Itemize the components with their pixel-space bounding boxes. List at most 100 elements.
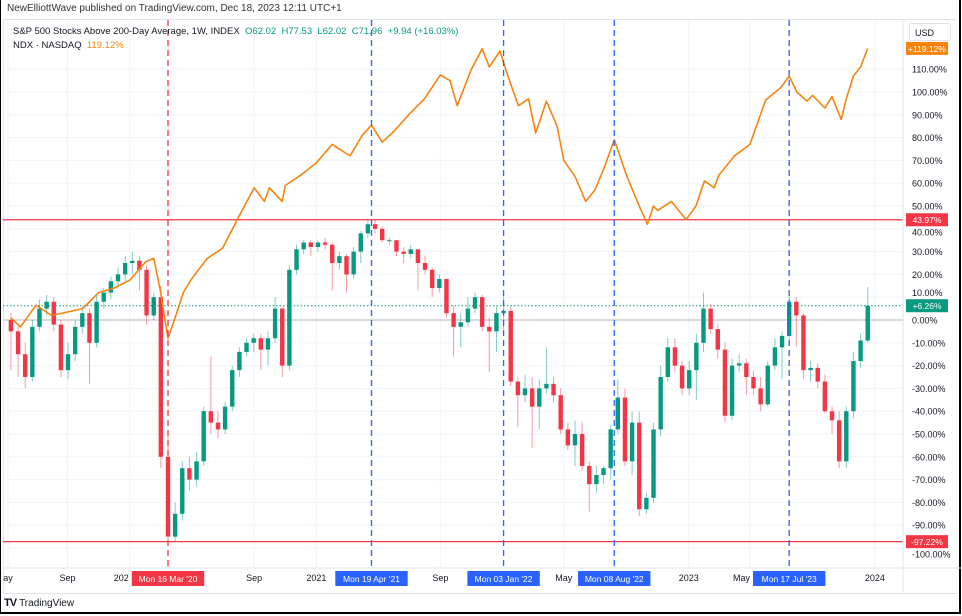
grid	[3, 20, 903, 568]
compare-series-legend[interactable]: NDX · NASDAQ 119.12%	[13, 40, 124, 51]
candle-body	[244, 342, 249, 352]
candle	[172, 502, 178, 542]
candle-body	[101, 292, 106, 302]
candle-body	[230, 370, 235, 407]
candle	[808, 361, 813, 382]
candle	[244, 338, 249, 357]
y-tick-label: 110.00%	[912, 65, 947, 75]
candle-body	[137, 260, 142, 270]
candle-body	[215, 422, 221, 430]
candle	[72, 320, 78, 362]
tradingview-logo[interactable]: TV TradingView	[4, 597, 74, 609]
candle-body	[737, 363, 742, 366]
legend-change: +9.94 (+16.03%)	[387, 26, 459, 37]
candle	[458, 313, 463, 348]
date-marker-label-bg	[578, 571, 651, 586]
candle	[87, 308, 92, 384]
candle-body	[165, 456, 171, 537]
candle-body	[144, 269, 149, 316]
y-tick-label: -40.00%	[912, 407, 946, 417]
candle	[622, 388, 628, 466]
candle	[294, 244, 299, 275]
candle-body	[130, 260, 135, 263]
y-tick-label: 50.00%	[912, 202, 943, 212]
tradingview-logo-icon: TV	[4, 597, 17, 609]
candle-body	[665, 347, 670, 377]
candle-body	[458, 322, 463, 327]
candle	[151, 292, 156, 320]
candle-body	[851, 361, 856, 412]
y-tick-label: 30.00%	[912, 247, 943, 257]
y-tick-label: -60.00%	[912, 452, 946, 462]
candle	[694, 333, 699, 400]
x-tick-label: Sep	[246, 573, 262, 583]
price-label: -97.22%	[911, 537, 943, 547]
candle-body	[708, 308, 713, 330]
candle	[836, 411, 842, 469]
date-marker-label-bg	[335, 571, 408, 586]
candle	[394, 240, 399, 257]
compare-series-value: 119.12%	[86, 40, 124, 51]
y-tick-label: 90.00%	[912, 110, 943, 120]
candle-body	[494, 313, 499, 332]
candle-body	[151, 297, 156, 316]
y-tick-label: -20.00%	[912, 361, 946, 371]
price-label-bg	[906, 41, 948, 55]
candle	[465, 297, 471, 327]
legend-high: H77.53	[281, 26, 313, 37]
y-tick-label: -70.00%	[912, 475, 946, 485]
price-label: +6.26%	[912, 301, 942, 311]
candle	[744, 358, 749, 396]
candle-body	[758, 388, 763, 405]
candle-body	[330, 244, 335, 263]
candle-body	[558, 395, 563, 430]
candle	[587, 461, 592, 512]
x-tick-label: May	[733, 573, 751, 583]
x-tick-label: Sep	[60, 573, 76, 583]
candle-body	[722, 349, 728, 416]
candle-body	[108, 281, 114, 293]
candle-body	[744, 363, 749, 377]
x-tick-label: Sep	[432, 573, 448, 583]
candle-body	[537, 388, 542, 407]
candle	[801, 313, 806, 380]
y-tick-label: 40.00%	[912, 228, 943, 238]
candle-body	[487, 326, 492, 332]
x-tick-label: 2021	[306, 573, 326, 583]
main-series-legend[interactable]: S&P 500 Stocks Above 200-Day Average, 1W…	[13, 26, 458, 37]
candle	[122, 256, 128, 282]
candle-body	[401, 251, 406, 254]
candle-body	[472, 297, 478, 309]
chart-pane[interactable]	[3, 19, 957, 594]
candle	[772, 338, 778, 371]
candle	[644, 493, 649, 514]
candle-body	[637, 422, 642, 510]
candle	[358, 231, 363, 263]
candle	[30, 320, 35, 382]
candle	[408, 244, 413, 259]
x-tick-label: 202	[114, 573, 129, 583]
legend-low: L62.02	[317, 26, 347, 37]
candle-body	[622, 397, 628, 462]
y-tick-label: -90.00%	[912, 521, 946, 531]
currency-button[interactable]: USD	[909, 23, 951, 41]
price-label-bg	[906, 299, 948, 313]
candle-body	[515, 381, 521, 396]
candle	[158, 285, 164, 469]
candle-body	[544, 383, 549, 389]
candle	[829, 406, 835, 434]
tradingview-brand: TradingView	[19, 597, 75, 609]
price-label-bg	[906, 213, 948, 227]
candle-body	[51, 301, 56, 325]
candle-body	[387, 240, 392, 242]
candle-body	[422, 263, 428, 270]
candle-body	[237, 351, 242, 371]
candle	[637, 411, 642, 517]
candle	[579, 422, 585, 471]
candle-body	[572, 434, 578, 446]
candle-body	[437, 278, 442, 289]
candle-body	[194, 461, 199, 480]
candle-body	[408, 249, 413, 254]
candle-body	[187, 468, 192, 480]
